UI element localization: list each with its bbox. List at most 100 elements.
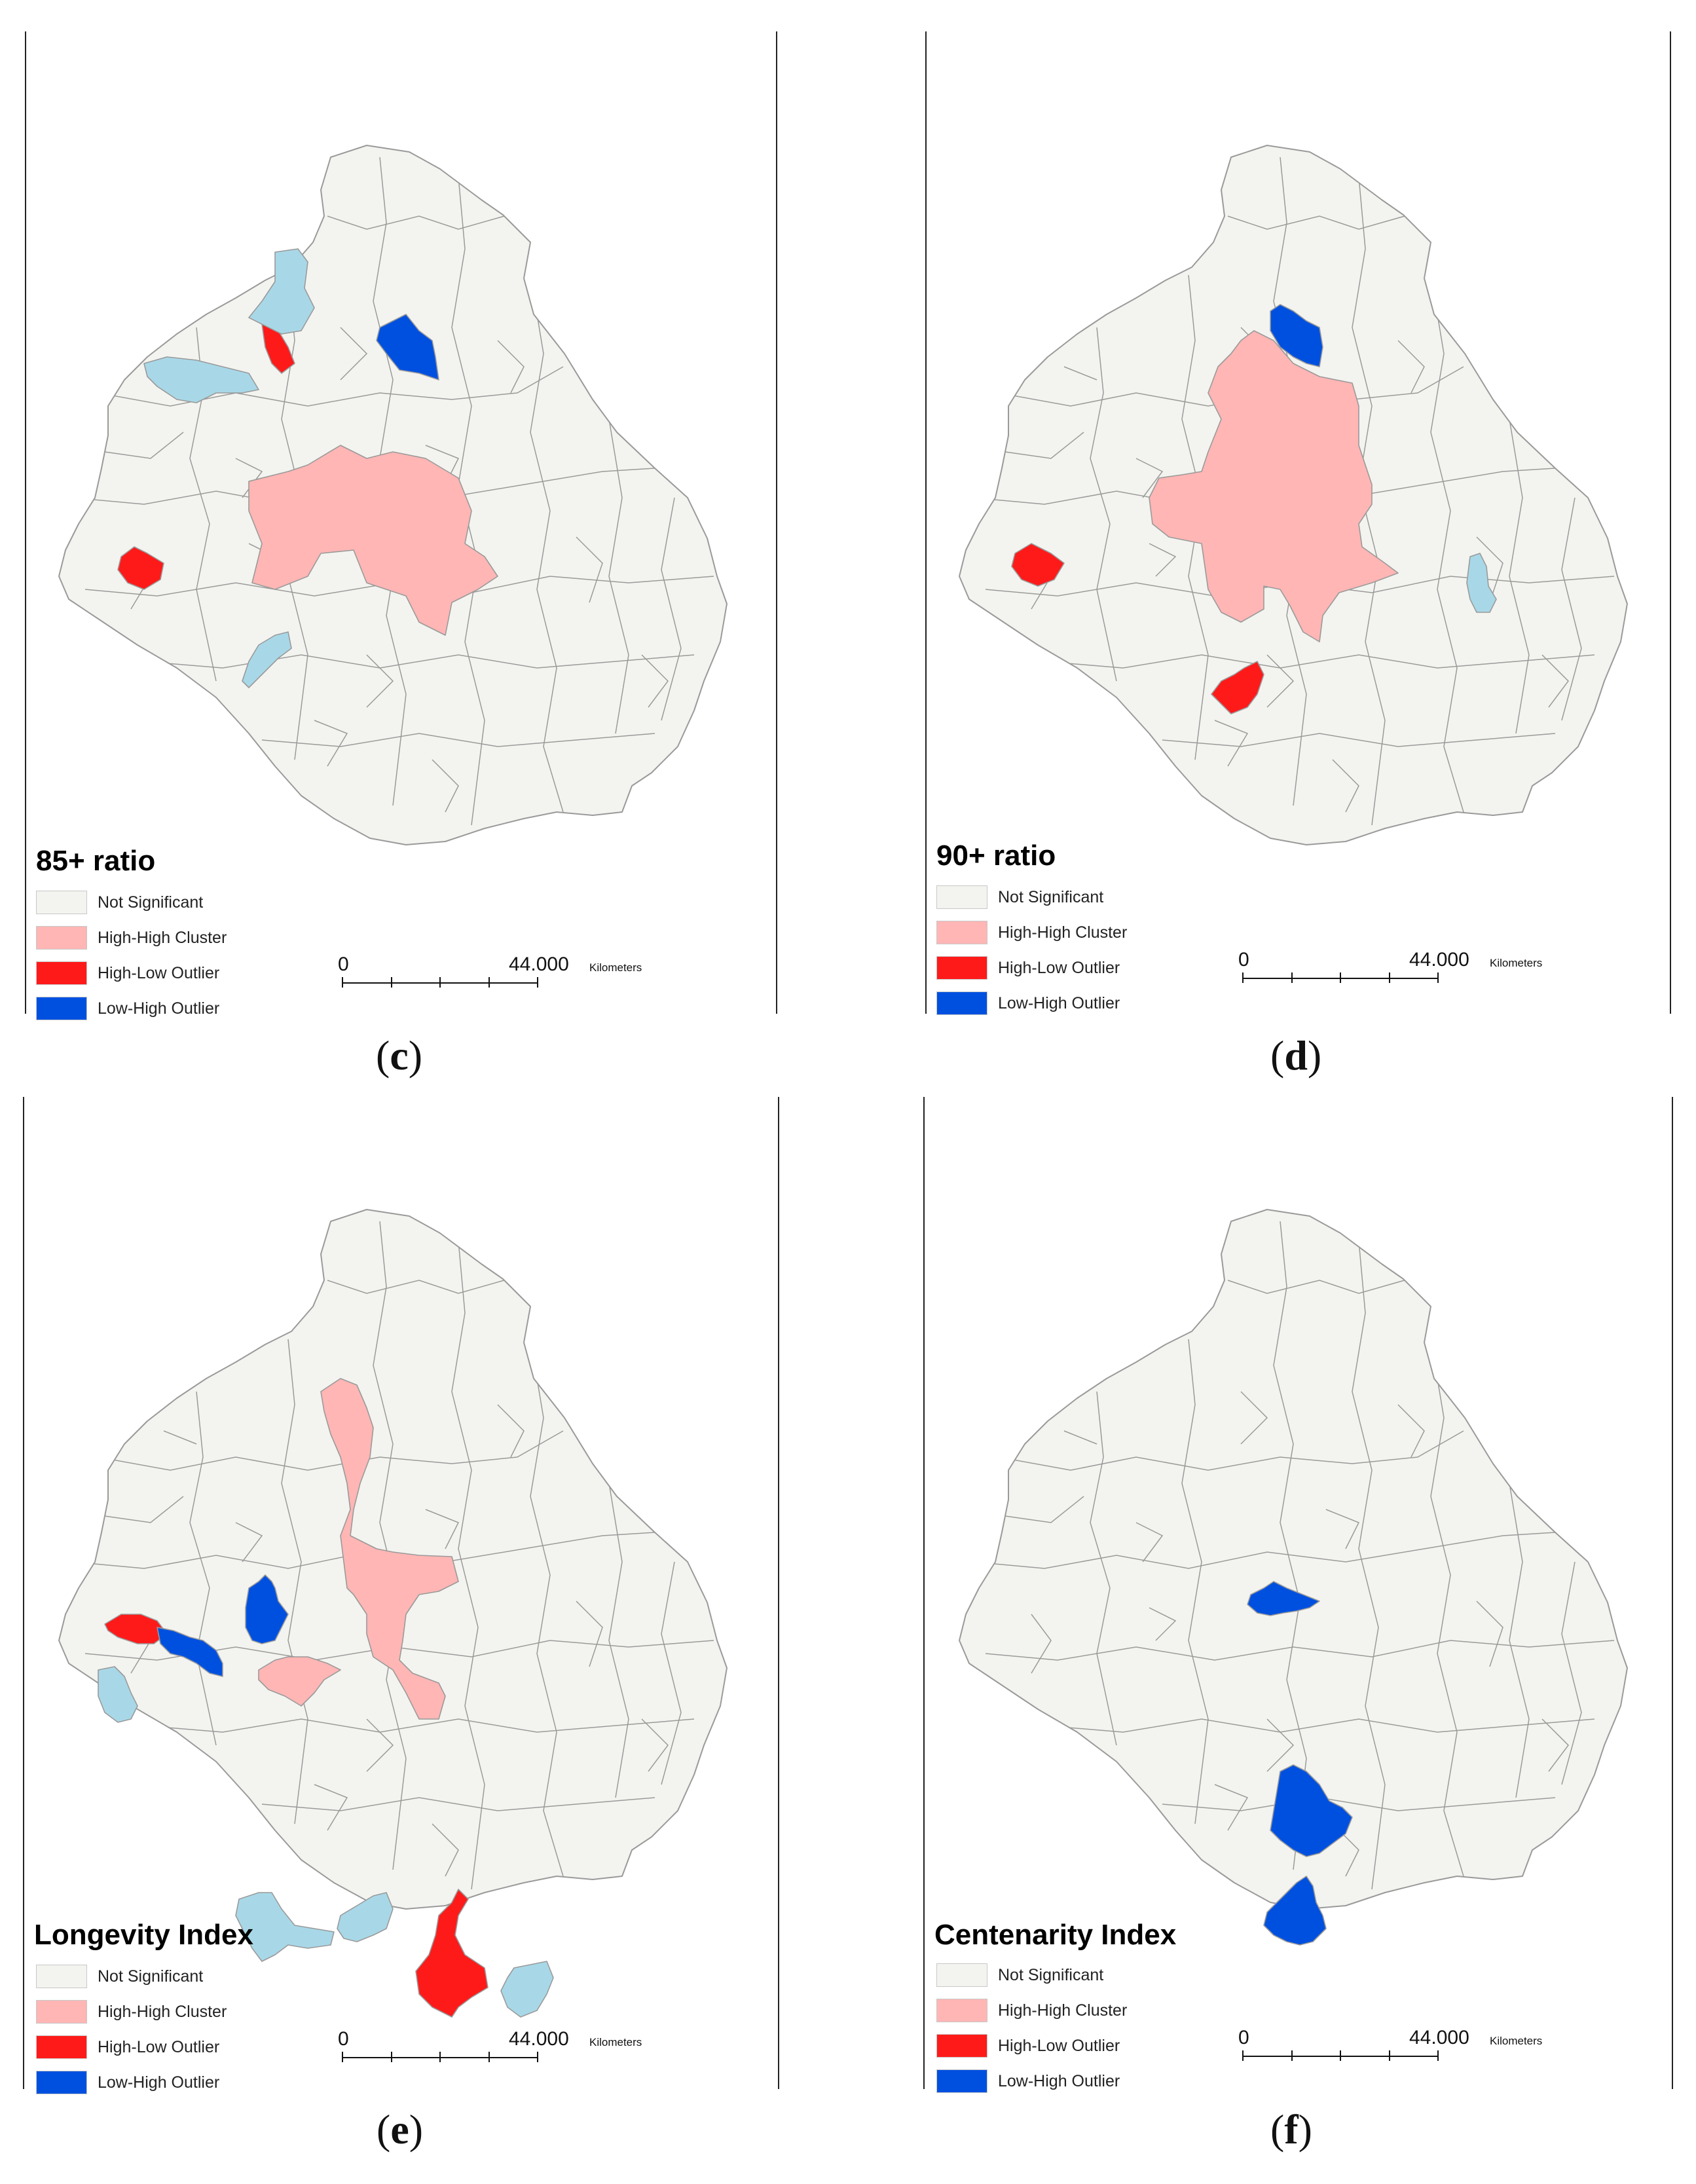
- scale-zero-label: 0: [1238, 2027, 1249, 2048]
- panel-letter: c: [390, 1032, 409, 1079]
- municipality-border: [1005, 1496, 1084, 1523]
- low-low-cluster-region: [98, 1666, 138, 1723]
- scale-bar: 0 44.000 Kilometers: [1238, 949, 1542, 999]
- municipality-border: [1561, 497, 1582, 721]
- municipality-border: [98, 366, 564, 407]
- municipality-border: [143, 1718, 695, 1733]
- municipality-border: [327, 215, 505, 230]
- municipality-border: [425, 1509, 460, 1549]
- low-high-outlier-region: [157, 1627, 223, 1677]
- municipality-border: [1005, 432, 1084, 459]
- legend-label: High-Low Outlier: [998, 959, 1120, 977]
- scale-tick: [488, 2052, 490, 2062]
- scale-distance-label: 44.000: [1409, 2027, 1469, 2048]
- low-low-cluster-region: [143, 356, 259, 403]
- municipality-border: [1162, 733, 1556, 747]
- low-low-cluster-region: [1466, 553, 1497, 613]
- municipality-border: [1149, 543, 1177, 577]
- municipality-border: [1044, 1718, 1595, 1733]
- low-low-cluster-region: [500, 1961, 554, 2018]
- municipality-border: [1135, 458, 1164, 498]
- scale-tick: [1242, 972, 1244, 983]
- municipality-border: [1266, 654, 1295, 708]
- panel-caption: (f): [1270, 2106, 1312, 2153]
- municipality-border: [1273, 1221, 1307, 1870]
- municipality-border: [661, 1561, 682, 1785]
- municipality-border: [1227, 215, 1405, 230]
- legend-swatch: [36, 891, 87, 914]
- map-title: 90+ ratio: [936, 840, 1056, 872]
- legend-label: Not Significant: [998, 888, 1104, 906]
- scale-unit-label: Kilometers: [589, 2036, 642, 2048]
- scale-tick: [390, 2052, 392, 2062]
- legend-label: High-High Cluster: [98, 929, 227, 947]
- municipality-border: [1181, 1339, 1209, 1824]
- low-low-cluster-region: [242, 631, 292, 688]
- municipality-border: [163, 1430, 197, 1445]
- scale-tick: [342, 977, 343, 988]
- low-high-outlier-region: [1263, 1876, 1327, 1946]
- municipality-border: [1476, 536, 1503, 603]
- scale-tick: [488, 977, 490, 988]
- legend-label: High-Low Outlier: [998, 2037, 1120, 2055]
- panel-caption: (e): [377, 2106, 424, 2153]
- region-map: [58, 145, 728, 845]
- scale-distance-label: 44.000: [509, 2028, 569, 2050]
- municipality-border: [608, 1483, 629, 1798]
- high-low-outlier-region: [415, 1889, 489, 2018]
- legend-swatch: [936, 2034, 987, 2058]
- frame-left-line: [23, 1097, 24, 2089]
- municipality-border: [1031, 1614, 1052, 1674]
- scale-tick: [1291, 2050, 1293, 2061]
- scale-tick: [439, 977, 441, 988]
- municipality-border: [366, 1718, 394, 1772]
- municipality-border: [985, 1640, 1615, 1661]
- high-low-outlier-region: [1011, 543, 1065, 587]
- municipality-border: [1430, 1339, 1464, 1877]
- scale-unit-label: Kilometers: [1490, 957, 1543, 969]
- legend-label: Low-High Outlier: [98, 2073, 220, 2092]
- frame-left-line: [925, 31, 927, 1014]
- municipality-border: [608, 418, 629, 734]
- municipality-border: [530, 1339, 564, 1877]
- legend-swatch: [936, 991, 987, 1015]
- scale-tick: [537, 977, 538, 988]
- panel-caption: (c): [376, 1032, 423, 1079]
- municipality-border: [1325, 1509, 1360, 1549]
- municipality-border: [661, 497, 682, 721]
- municipality-border: [281, 1339, 308, 1824]
- scale-tick: [1340, 2050, 1341, 2061]
- municipality-border: [1063, 366, 1097, 380]
- legend-label: Not Significant: [998, 1966, 1104, 1984]
- municipality-border: [1063, 1430, 1097, 1445]
- legend-swatch: [936, 2069, 987, 2093]
- scale-zero-label: 0: [338, 953, 349, 975]
- municipality-border: [143, 654, 695, 669]
- scale-tick: [1437, 972, 1439, 983]
- scale-tick: [390, 977, 392, 988]
- municipality-border: [327, 1280, 505, 1294]
- municipality-border: [1240, 1391, 1268, 1445]
- low-high-outlier-region: [376, 314, 439, 380]
- municipality-border: [641, 1718, 669, 1772]
- scale-tick: [1388, 972, 1390, 983]
- municipality-border: [1332, 759, 1359, 813]
- legend-label: Low-High Outlier: [98, 999, 220, 1018]
- legend-swatch: [36, 2035, 87, 2059]
- legend-label: Not Significant: [98, 893, 204, 912]
- scale-tick: [342, 2052, 343, 2062]
- municipality-border: [576, 536, 603, 603]
- map-panel-f: Centenarity Index Not Significant High-Hi…: [900, 1064, 1696, 2177]
- legend-label: Low-High Outlier: [998, 2072, 1120, 2090]
- municipality-border: [366, 654, 394, 708]
- municipality-border: [261, 733, 655, 747]
- legend-swatch: [36, 1965, 87, 1988]
- municipality-border: [314, 1784, 348, 1831]
- municipality-border: [104, 432, 184, 459]
- region-map: [959, 1209, 1628, 1946]
- municipality-border: [1227, 1280, 1405, 1294]
- scale-tick: [1291, 972, 1293, 983]
- municipality-border: [1044, 654, 1595, 669]
- legend-label: Not Significant: [98, 1967, 204, 1986]
- low-low-cluster-region: [337, 1892, 394, 1942]
